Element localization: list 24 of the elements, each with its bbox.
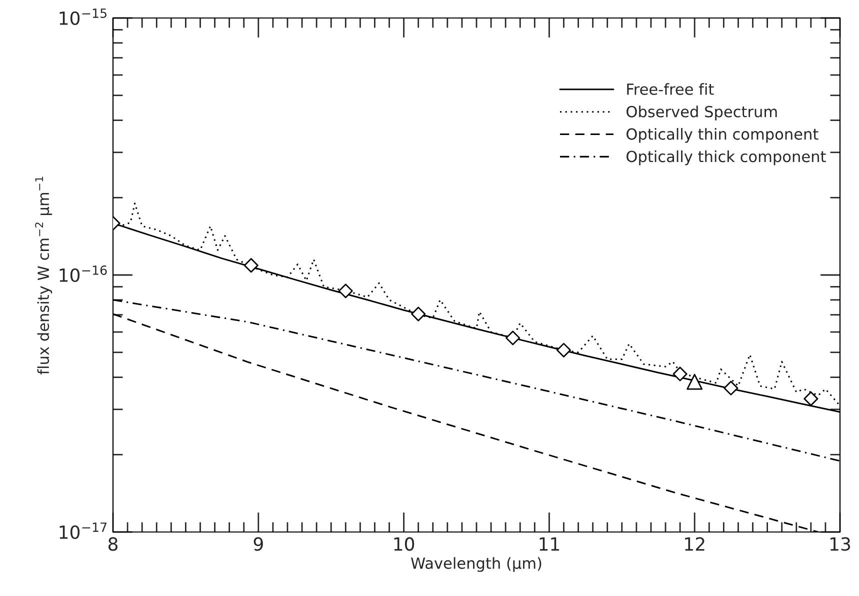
legend-label: Free-free fit (627, 83, 714, 95)
x-axis-title: Wavelength (μm) (411, 557, 542, 572)
point (724, 380, 738, 396)
legend-label: Optically thick component (626, 150, 826, 166)
point (506, 330, 520, 346)
y-tick-label: 10$^{−16}$ (60, 265, 107, 282)
y-tick-label: 10$^{−15}$ (60, 8, 106, 25)
x-tick-label: 8 (108, 537, 118, 551)
point (672, 366, 688, 382)
x-tick-label: 11 (540, 537, 560, 551)
y-tick-label: 10$^{−17}$ (60, 522, 107, 539)
point (411, 306, 426, 322)
legend-label: Observed Spectrum (626, 106, 777, 120)
point (556, 342, 572, 358)
x-tick-label: 12 (685, 537, 704, 551)
point (686, 374, 703, 390)
y-axis-title: flux density W cm$^{−2}$ μm$^{−1}$ (35, 176, 52, 374)
point (244, 258, 258, 273)
x-tick-label: 9 (254, 537, 263, 551)
x-tick-label: 13 (830, 537, 850, 551)
x-tick-label: 10 (394, 537, 414, 551)
point (338, 284, 353, 298)
point (804, 391, 818, 406)
legend-label: Optically thin component (626, 128, 818, 143)
